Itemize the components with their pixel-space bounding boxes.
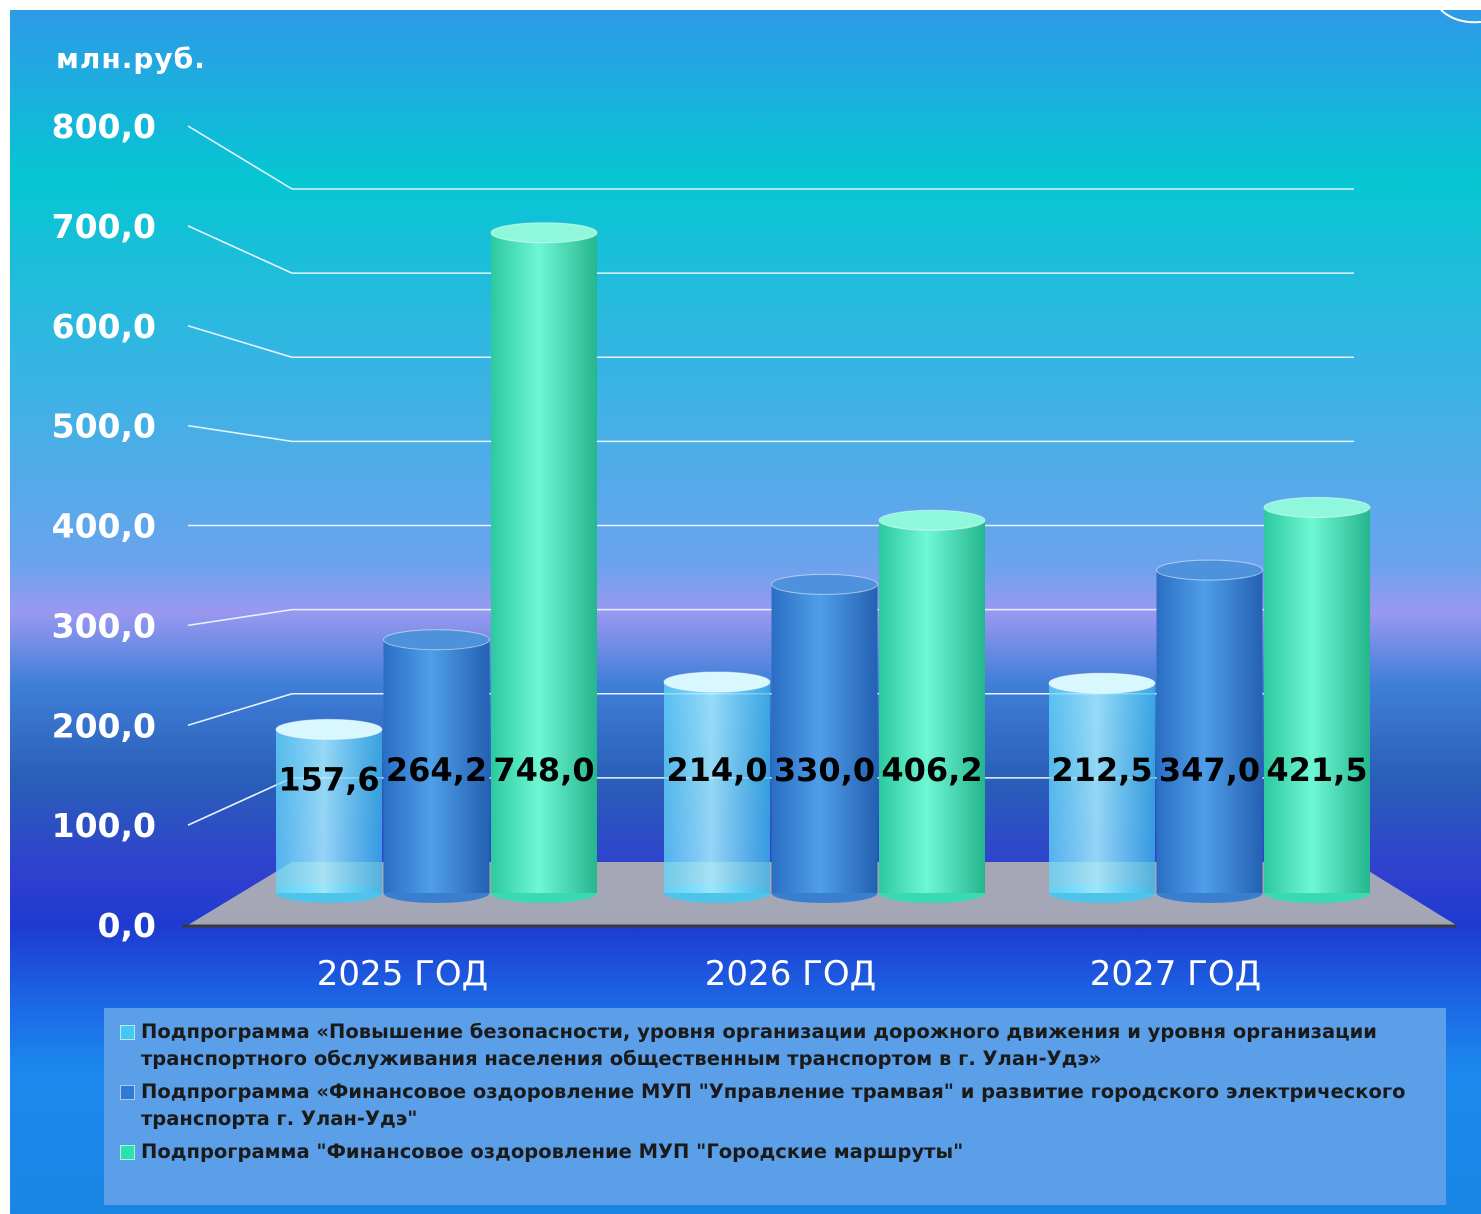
bar-body — [664, 681, 770, 893]
bar-body — [879, 520, 985, 893]
corner-decoration — [1440, 10, 1481, 24]
bar-top — [1263, 496, 1371, 518]
legend-label-series-1: Подпрограмма «Повышение безопасности, ур… — [141, 1020, 1377, 1070]
data-label: 212,5 — [1051, 751, 1152, 789]
x-tick-label: 2025 ГОД — [317, 954, 488, 994]
bar-cylinder — [1156, 559, 1263, 903]
legend-item-series-1: Подпрограмма «Повышение безопасности, ур… — [116, 1018, 1434, 1072]
gridline-diagonal — [187, 324, 293, 359]
data-label: 157,6 — [278, 760, 379, 798]
bar-cylinder — [490, 222, 598, 903]
y-tick-label: 200,0 — [52, 706, 156, 745]
y-tick-label: 0,0 — [98, 906, 156, 945]
y-tick-label: 100,0 — [52, 806, 156, 845]
gridline-diagonal — [187, 692, 293, 727]
gridline-diagonal — [187, 125, 293, 190]
bar-body — [491, 232, 597, 893]
bar-cylinder — [1048, 672, 1156, 903]
x-tick-label: 2026 ГОД — [705, 954, 876, 994]
legend: Подпрограмма «Повышение безопасности, ур… — [104, 1008, 1446, 1205]
bar-top — [383, 629, 490, 651]
legend-item-series-2: Подпрограмма «Финансовое оздоровление МУ… — [116, 1078, 1434, 1132]
data-label: 421,5 — [1266, 751, 1367, 789]
bar-cylinder — [275, 718, 383, 903]
legend-label-series-3: Подпрограмма "Финансовое оздоровление МУ… — [141, 1140, 964, 1163]
y-tick-label: 800,0 — [52, 107, 156, 146]
data-label: 330,0 — [774, 751, 875, 789]
bar-body — [383, 639, 490, 893]
data-label: 748,0 — [493, 751, 594, 789]
y-tick-label: 400,0 — [52, 507, 156, 546]
gridline-diagonal — [187, 608, 293, 627]
gridline-diagonal — [187, 225, 293, 274]
legend-swatch-series-2 — [120, 1085, 135, 1100]
bar-top — [490, 222, 598, 244]
legend-label-series-2: Подпрограмма «Финансовое оздоровление МУ… — [141, 1080, 1406, 1130]
unit-label: млн.руб. — [56, 42, 206, 75]
bar-top — [1048, 672, 1156, 694]
bar-cylinder — [383, 629, 490, 903]
y-tick-label: 600,0 — [52, 307, 156, 346]
y-tick-label: 500,0 — [52, 407, 156, 446]
bar-body — [276, 729, 382, 893]
gridline-diagonal — [187, 424, 293, 443]
data-label: 406,2 — [881, 751, 982, 789]
bar-top — [663, 671, 771, 693]
data-label: 264,2 — [386, 751, 487, 789]
legend-item-series-3: Подпрограмма "Финансовое оздоровление МУ… — [116, 1138, 1434, 1165]
data-label: 347,0 — [1159, 751, 1260, 789]
bar-top — [1156, 559, 1263, 581]
y-tick-label: 300,0 — [52, 606, 156, 645]
bar-top — [878, 509, 986, 531]
legend-swatch-series-3 — [120, 1145, 135, 1160]
x-tick-label: 2027 ГОД — [1090, 954, 1261, 994]
bar-cylinder — [663, 671, 771, 903]
gridline-diagonal — [187, 777, 293, 826]
bar-body — [771, 584, 878, 893]
data-label: 214,0 — [666, 751, 767, 789]
y-tick-label: 700,0 — [52, 207, 156, 246]
bar-body — [1049, 683, 1155, 893]
bar-top — [275, 718, 383, 740]
bar-top — [771, 573, 878, 595]
bar-cylinder — [1263, 496, 1371, 903]
bar-cylinder — [878, 509, 986, 903]
bar-cylinder — [771, 573, 878, 903]
legend-swatch-series-1 — [120, 1025, 135, 1040]
bar-body — [1264, 507, 1370, 893]
bar-body — [1156, 570, 1263, 893]
